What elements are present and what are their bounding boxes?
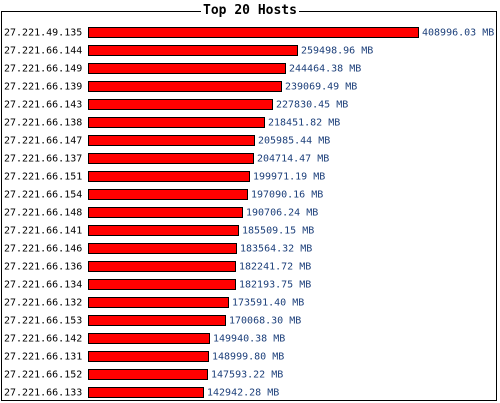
host-label: 27.221.66.133 xyxy=(4,388,82,399)
bar xyxy=(88,297,229,308)
value-label: 185509.15 MB xyxy=(242,226,314,237)
value-label: 173591.40 MB xyxy=(232,298,304,309)
host-label: 27.221.66.144 xyxy=(4,46,82,57)
bar xyxy=(88,81,282,92)
value-label: 182241.72 MB xyxy=(239,262,311,273)
bar-row: 27.221.66.134 182193.75 MB xyxy=(4,279,311,291)
bar xyxy=(88,387,204,398)
bar-row: 27.221.66.141 185509.15 MB xyxy=(4,225,314,237)
bar xyxy=(88,225,239,236)
bar-row: 27.221.66.147 205985.44 MB xyxy=(4,135,330,147)
host-label: 27.221.66.143 xyxy=(4,100,82,111)
bar xyxy=(88,261,236,272)
bar-row: 27.221.66.137 204714.47 MB xyxy=(4,153,329,165)
value-label: 408996.03 MB xyxy=(422,28,494,39)
host-label: 27.221.66.146 xyxy=(4,244,82,255)
value-label: 170068.30 MB xyxy=(229,316,301,327)
host-label: 27.221.66.148 xyxy=(4,208,82,219)
bar-row: 27.221.66.152 147593.22 MB xyxy=(4,369,283,381)
host-label: 27.221.66.136 xyxy=(4,262,82,273)
host-label: 27.221.66.137 xyxy=(4,154,82,165)
value-label: 218451.82 MB xyxy=(268,118,340,129)
host-label: 27.221.66.131 xyxy=(4,352,82,363)
value-label: 259498.96 MB xyxy=(301,46,373,57)
bar-row: 27.221.49.135 408996.03 MB xyxy=(4,27,494,39)
bar xyxy=(88,63,286,74)
bar xyxy=(88,189,248,200)
value-label: 227830.45 MB xyxy=(276,100,348,111)
host-label: 27.221.66.147 xyxy=(4,136,82,147)
value-label: 239069.49 MB xyxy=(285,82,357,93)
host-label: 27.221.66.139 xyxy=(4,82,82,93)
host-label: 27.221.66.138 xyxy=(4,118,82,129)
bar-row: 27.221.66.138 218451.82 MB xyxy=(4,117,340,129)
host-label: 27.221.66.152 xyxy=(4,370,82,381)
bar-row: 27.221.66.133 142942.28 MB xyxy=(4,387,279,399)
host-label: 27.221.66.149 xyxy=(4,64,82,75)
bar xyxy=(88,45,298,56)
bar-row: 27.221.66.148 190706.24 MB xyxy=(4,207,318,219)
bar-row: 27.221.66.143 227830.45 MB xyxy=(4,99,348,111)
chart-title-container: Top 20 Hosts xyxy=(0,3,500,18)
value-label: 197090.16 MB xyxy=(251,190,323,201)
bar-row: 27.221.66.132 173591.40 MB xyxy=(4,297,304,309)
host-label: 27.221.66.142 xyxy=(4,334,82,345)
value-label: 183564.32 MB xyxy=(240,244,312,255)
bar-row: 27.221.66.146 183564.32 MB xyxy=(4,243,312,255)
bar xyxy=(88,279,236,290)
bar xyxy=(88,369,208,380)
host-label: 27.221.66.154 xyxy=(4,190,82,201)
bar-row: 27.221.66.149 244464.38 MB xyxy=(4,63,361,75)
value-label: 142942.28 MB xyxy=(207,388,279,399)
bar xyxy=(88,27,419,38)
host-label: 27.221.49.135 xyxy=(4,28,82,39)
bar xyxy=(88,243,237,254)
bar-row: 27.221.66.154 197090.16 MB xyxy=(4,189,323,201)
bar xyxy=(88,153,254,164)
host-label: 27.221.66.153 xyxy=(4,316,82,327)
bar-row: 27.221.66.142 149940.38 MB xyxy=(4,333,285,345)
host-label: 27.221.66.134 xyxy=(4,280,82,291)
bar-row: 27.221.66.139 239069.49 MB xyxy=(4,81,357,93)
bar xyxy=(88,333,210,344)
bar-row: 27.221.66.153 170068.30 MB xyxy=(4,315,301,327)
bar-row: 27.221.66.144 259498.96 MB xyxy=(4,45,373,57)
value-label: 148999.80 MB xyxy=(212,352,284,363)
value-label: 190706.24 MB xyxy=(246,208,318,219)
bar xyxy=(88,99,273,110)
bar xyxy=(88,171,250,182)
chart-title: Top 20 Hosts xyxy=(201,3,299,18)
bar-row: 27.221.66.151 199971.19 MB xyxy=(4,171,325,183)
bar xyxy=(88,351,209,362)
value-label: 205985.44 MB xyxy=(258,136,330,147)
host-label: 27.221.66.141 xyxy=(4,226,82,237)
host-label: 27.221.66.151 xyxy=(4,172,82,183)
value-label: 244464.38 MB xyxy=(289,64,361,75)
value-label: 149940.38 MB xyxy=(213,334,285,345)
bar xyxy=(88,135,255,146)
value-label: 204714.47 MB xyxy=(257,154,329,165)
bar xyxy=(88,315,226,326)
host-label: 27.221.66.132 xyxy=(4,298,82,309)
value-label: 199971.19 MB xyxy=(253,172,325,183)
bar-row: 27.221.66.136 182241.72 MB xyxy=(4,261,311,273)
value-label: 147593.22 MB xyxy=(211,370,283,381)
bar xyxy=(88,207,243,218)
value-label: 182193.75 MB xyxy=(239,280,311,291)
bar xyxy=(88,117,265,128)
bar-row: 27.221.66.131 148999.80 MB xyxy=(4,351,284,363)
